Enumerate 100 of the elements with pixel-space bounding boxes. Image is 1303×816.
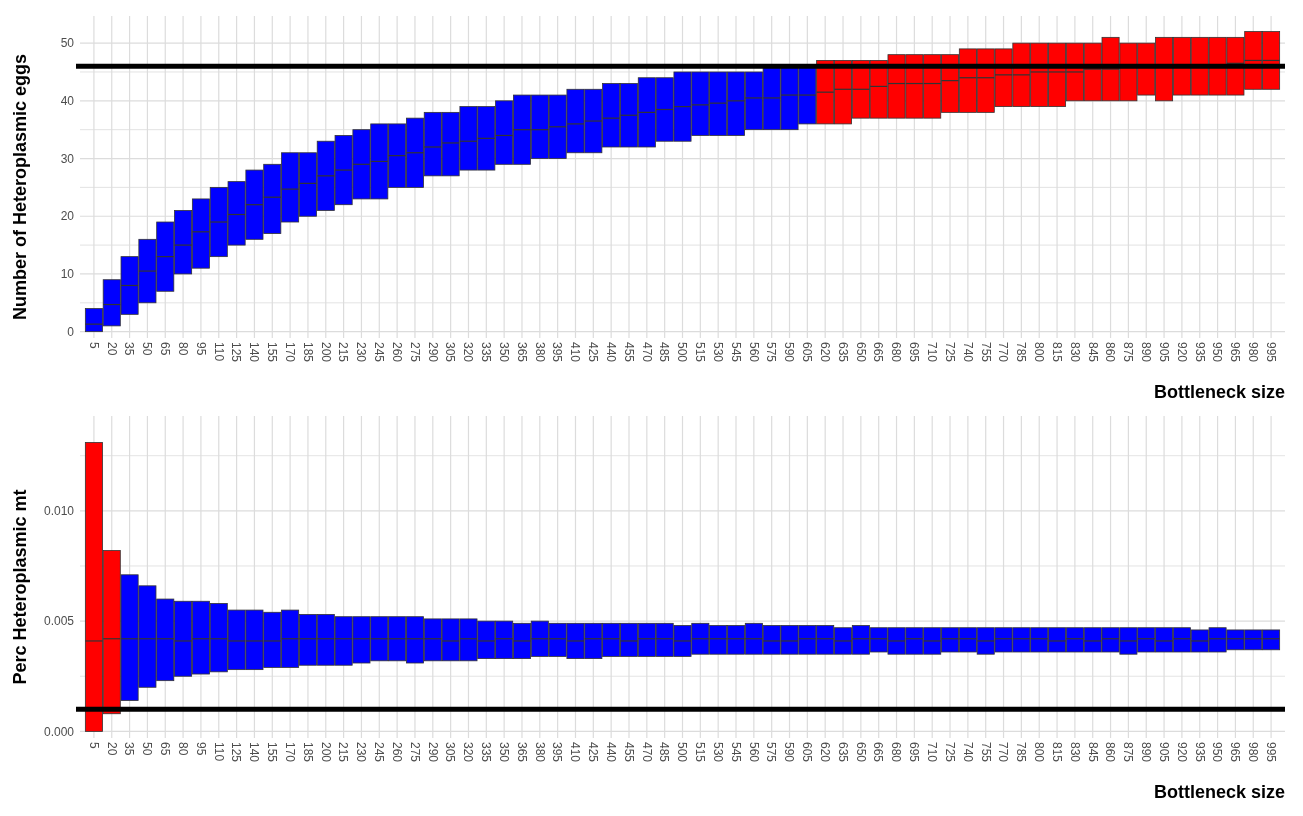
x-tick-label: 950 <box>1210 742 1225 763</box>
x-tick-label: 110 <box>211 742 226 762</box>
x-tick-label: 605 <box>800 342 815 363</box>
x-tick-label: 950 <box>1210 342 1225 363</box>
x-tick-label: 860 <box>1103 342 1118 363</box>
x-tick-label: 725 <box>942 342 957 363</box>
x-tick-label: 920 <box>1174 342 1189 363</box>
x-tick-label: 440 <box>603 342 618 363</box>
x-tick-label: 335 <box>479 342 494 363</box>
x-tick-label: 710 <box>925 742 939 763</box>
y-axis-title: Number of Heteroplasmic eggs <box>10 53 30 321</box>
y-tick-label: 0.010 <box>43 504 75 519</box>
x-tick-label: 890 <box>1139 342 1154 363</box>
x-tick-label: 500 <box>675 742 690 763</box>
x-tick-label: 800 <box>1032 342 1047 363</box>
x-tick-label: 485 <box>657 342 672 363</box>
x-axis-title: Bottleneck size <box>1153 382 1285 402</box>
x-tick-label: 845 <box>1085 742 1100 763</box>
x-tick-label: 665 <box>871 742 886 763</box>
x-tick-label: 860 <box>1103 742 1118 763</box>
x-tick-label: 290 <box>425 742 440 763</box>
x-tick-label: 815 <box>1049 342 1064 363</box>
x-tick-label: 425 <box>586 742 601 763</box>
y-tick-label: 10 <box>60 267 75 282</box>
x-tick-label: 800 <box>1032 742 1047 763</box>
x-tick-label: 305 <box>443 342 458 363</box>
x-tick-label: 80 <box>175 342 190 356</box>
x-tick-label: 20 <box>104 742 119 756</box>
x-tick-label: 680 <box>889 342 904 363</box>
x-tick-label: 425 <box>586 342 601 363</box>
x-tick-label: 305 <box>443 742 458 763</box>
x-tick-label: 725 <box>942 742 957 763</box>
x-tick-label: 785 <box>1014 742 1029 763</box>
x-tick-label: 575 <box>764 742 779 763</box>
x-tick-label: 215 <box>336 742 351 763</box>
x-tick-label: 440 <box>603 742 618 763</box>
x-tick-label: 710 <box>925 342 939 363</box>
x-tick-label: 560 <box>746 742 761 763</box>
x-tick-label: 260 <box>389 342 404 363</box>
x-tick-label: 620 <box>817 342 832 363</box>
x-tick-label: 230 <box>354 742 369 763</box>
x-tick-label: 935 <box>1192 742 1207 763</box>
x-tick-label: 875 <box>1121 342 1136 363</box>
x-tick-label: 290 <box>425 342 440 363</box>
x-tick-label: 380 <box>532 342 547 363</box>
x-tick-label: 605 <box>800 742 815 763</box>
x-tick-label: 65 <box>158 742 173 756</box>
x-tick-label: 245 <box>372 742 387 763</box>
x-tick-label: 500 <box>675 342 690 363</box>
x-tick-label: 50 <box>140 742 155 756</box>
x-tick-label: 170 <box>282 742 297 763</box>
x-tick-label: 245 <box>372 342 387 363</box>
x-tick-label: 515 <box>693 742 708 763</box>
x-tick-label: 830 <box>1067 742 1082 763</box>
x-tick-label: 230 <box>354 342 369 363</box>
x-tick-label: 410 <box>568 742 583 763</box>
x-tick-label: 95 <box>193 342 208 356</box>
x-tick-label: 320 <box>461 742 476 763</box>
x-tick-label: 590 <box>782 342 797 363</box>
x-tick-label: 350 <box>496 342 511 363</box>
y-tick-label: 0.000 <box>43 724 75 739</box>
y-tick-label: 50 <box>60 36 75 51</box>
x-tick-label: 155 <box>265 342 280 363</box>
x-tick-label: 170 <box>282 342 297 363</box>
x-tick-label: 35 <box>122 742 137 756</box>
x-tick-label: 380 <box>532 742 547 763</box>
x-tick-label: 785 <box>1014 342 1029 363</box>
x-tick-label: 545 <box>728 742 743 763</box>
x-tick-label: 755 <box>978 342 993 363</box>
x-tick-label: 5 <box>86 342 101 349</box>
y-tick-label: 0.005 <box>43 614 75 629</box>
x-tick-label: 80 <box>175 742 190 756</box>
x-tick-label: 650 <box>853 742 868 763</box>
x-tick-label: 365 <box>514 342 529 363</box>
x-tick-label: 590 <box>782 742 797 763</box>
y-axis-title: Perc Heteroplasmic mt <box>10 489 30 685</box>
x-tick-label: 965 <box>1228 742 1243 763</box>
x-tick-label: 50 <box>140 342 155 356</box>
x-tick-label: 185 <box>300 342 315 363</box>
x-tick-label: 485 <box>657 742 672 763</box>
y-tick-label: 20 <box>60 209 75 224</box>
y-tick-label: 40 <box>60 94 75 109</box>
x-tick-label: 575 <box>764 342 779 363</box>
x-tick-label: 155 <box>265 742 280 763</box>
x-tick-label: 200 <box>318 342 333 363</box>
x-tick-label: 905 <box>1156 742 1171 763</box>
x-tick-label: 815 <box>1049 742 1064 763</box>
x-tick-label: 995 <box>1263 342 1278 363</box>
x-tick-label: 845 <box>1085 342 1100 363</box>
x-tick-label: 530 <box>710 342 725 363</box>
x-tick-label: 395 <box>550 742 565 763</box>
x-tick-label: 5 <box>86 742 101 749</box>
x-tick-label: 125 <box>229 342 244 363</box>
x-tick-label: 545 <box>728 342 743 363</box>
x-tick-label: 560 <box>746 342 761 363</box>
x-tick-label: 275 <box>407 342 422 363</box>
x-tick-label: 200 <box>318 742 333 763</box>
x-tick-label: 965 <box>1228 342 1243 363</box>
x-tick-label: 635 <box>835 742 850 763</box>
x-tick-label: 335 <box>479 742 494 763</box>
